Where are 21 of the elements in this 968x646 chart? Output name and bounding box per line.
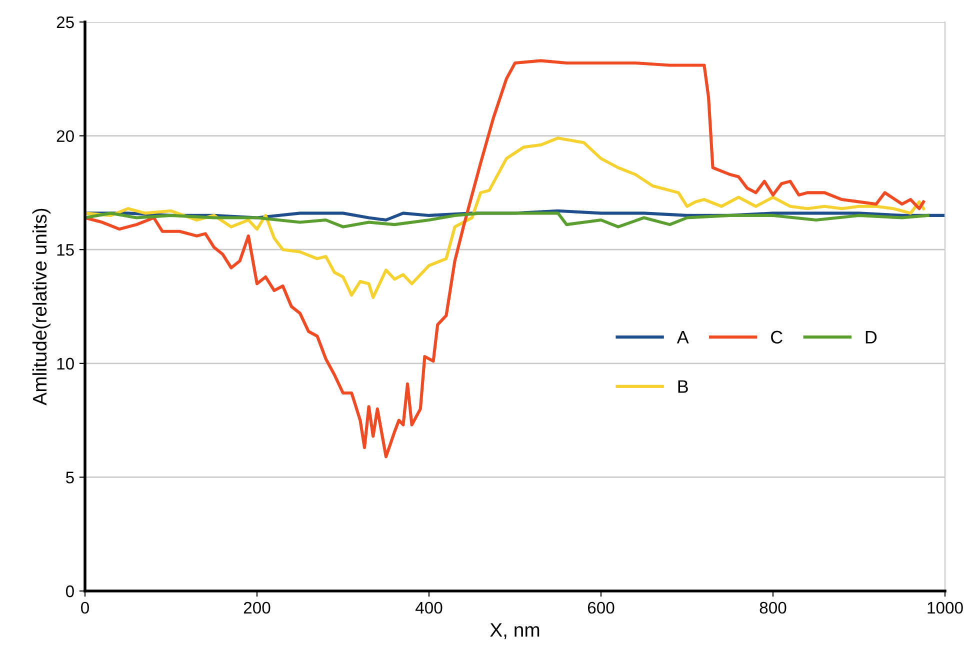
line-series <box>85 136 926 299</box>
x-tick-label: 1000 <box>928 602 963 614</box>
x-tick-label: 0 <box>81 602 89 614</box>
y-tick-label: 15 <box>57 244 74 256</box>
x-tick-label: 600 <box>588 602 614 614</box>
legend-label: D <box>866 330 877 344</box>
legend-label: B <box>678 380 688 393</box>
y-tick-label: 20 <box>56 130 74 142</box>
legend-label: A <box>676 330 689 344</box>
x-tick-label: 400 <box>415 602 442 614</box>
y-tick-label: 10 <box>57 358 74 370</box>
x-tick-label: 200 <box>244 602 270 614</box>
x-tick-label: 800 <box>760 602 786 614</box>
x-axis-title: X, nm <box>490 623 540 640</box>
y-tick-label: 5 <box>66 472 74 484</box>
y-tick-label: 25 <box>56 16 74 28</box>
line-series <box>85 212 930 228</box>
y-tick-label: 0 <box>66 585 74 598</box>
line-series <box>85 59 926 458</box>
legend-label: C <box>771 330 782 344</box>
y-axis-title: Amlitude(relative units) <box>32 208 50 406</box>
